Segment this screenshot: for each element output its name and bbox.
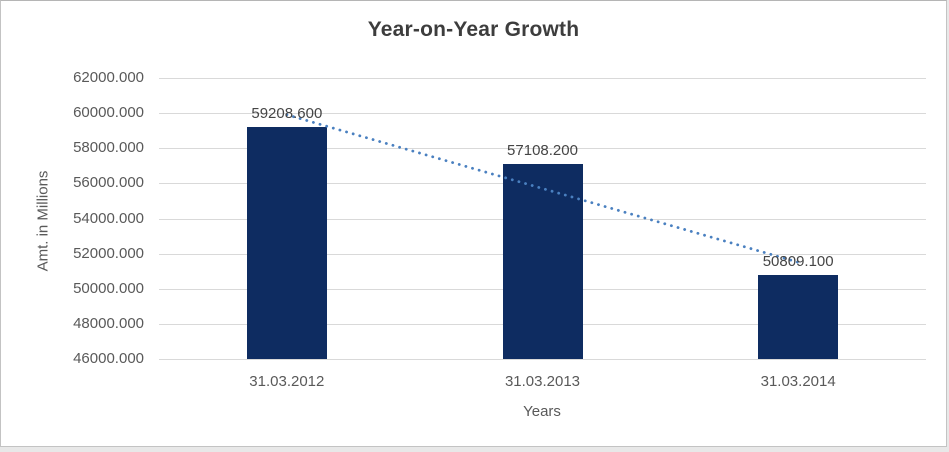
- category-label: 31.03.2014: [760, 373, 836, 390]
- y-axis-tick-label: 58000.000: [73, 139, 144, 157]
- y-axis-tick-label: 56000.000: [73, 174, 144, 192]
- y-axis-tick-label: 60000.000: [73, 104, 144, 122]
- y-axis-tick-label: 46000.000: [73, 350, 144, 367]
- y-axis-tick-label: 62000.000: [73, 69, 144, 86]
- data-label: 50809.100: [762, 252, 834, 270]
- gridline: [159, 78, 926, 79]
- plot-area: [159, 78, 926, 360]
- y-axis-tick-label: 50000.000: [73, 279, 144, 297]
- category-label: 31.03.2013: [504, 373, 581, 390]
- bar-31.03.2013: [502, 163, 583, 359]
- gridline: [159, 113, 926, 115]
- category-label: 31.03.2012: [249, 373, 325, 390]
- chart-title: Year-on-Year Growth: [367, 18, 580, 41]
- data-label: 57108.200: [507, 141, 578, 159]
- x-axis-title: Years: [523, 403, 561, 420]
- trendline: [285, 113, 800, 264]
- trendline-path: [285, 113, 800, 264]
- gridline: [159, 148, 926, 150]
- gridline: [159, 359, 926, 360]
- data-label: 59208.600: [251, 105, 323, 123]
- bar-31.03.2014: [758, 274, 839, 359]
- bar-31.03.2012: [246, 127, 327, 359]
- y-axis-tick-label: 52000.000: [73, 244, 144, 262]
- y-axis-tick-label: 54000.000: [73, 209, 144, 227]
- y-axis-tick-label: 48000.000: [73, 314, 144, 332]
